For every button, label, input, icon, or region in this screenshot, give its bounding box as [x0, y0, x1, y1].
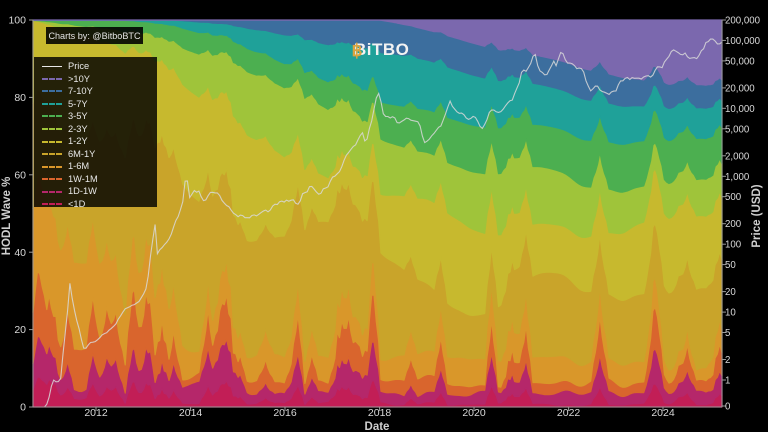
svg-text:50,000: 50,000 — [725, 56, 755, 67]
svg-text:HODL Wave %: HODL Wave % — [1, 177, 13, 256]
svg-text:200: 200 — [725, 219, 742, 230]
svg-text:60: 60 — [14, 169, 26, 181]
svg-text:10: 10 — [725, 308, 736, 319]
svg-text:2024: 2024 — [651, 407, 675, 419]
svg-text:50: 50 — [725, 260, 736, 271]
svg-text:Date: Date — [365, 421, 390, 432]
svg-text:100: 100 — [725, 240, 742, 251]
svg-text:Price (USD): Price (USD) — [751, 184, 763, 247]
svg-text:100: 100 — [8, 15, 26, 27]
svg-text:20: 20 — [725, 287, 736, 298]
svg-text:2012: 2012 — [84, 407, 108, 419]
svg-text:1,000: 1,000 — [725, 172, 750, 183]
svg-text:2014: 2014 — [179, 407, 203, 419]
svg-text:1: 1 — [725, 376, 730, 387]
svg-text:500: 500 — [725, 192, 742, 203]
svg-text:200,000: 200,000 — [725, 16, 761, 27]
svg-text:80: 80 — [14, 92, 26, 104]
svg-text:2018: 2018 — [368, 407, 392, 419]
svg-text:0: 0 — [20, 402, 26, 414]
svg-text:20: 20 — [14, 324, 26, 336]
svg-text:100,000: 100,000 — [725, 36, 761, 47]
svg-text:2: 2 — [725, 355, 730, 366]
svg-text:5: 5 — [725, 328, 730, 339]
svg-text:2016: 2016 — [273, 407, 297, 419]
svg-text:5,000: 5,000 — [725, 124, 750, 135]
svg-text:0: 0 — [725, 402, 731, 413]
svg-text:2,000: 2,000 — [725, 151, 750, 162]
svg-text:40: 40 — [14, 247, 26, 259]
svg-text:฿: ฿ — [352, 41, 363, 60]
svg-text:2022: 2022 — [557, 407, 581, 419]
svg-text:2020: 2020 — [462, 407, 486, 419]
svg-text:20,000: 20,000 — [725, 83, 755, 94]
svg-text:10,000: 10,000 — [725, 104, 755, 115]
